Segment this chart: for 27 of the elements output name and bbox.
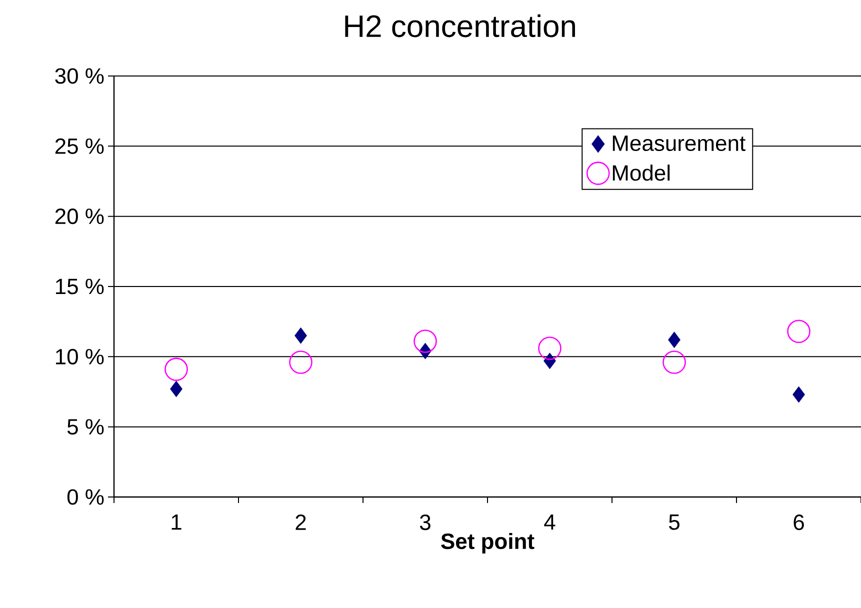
point: [662, 350, 686, 374]
point: [792, 386, 805, 403]
y-tick-label: 10 %: [56, 348, 104, 364]
y-tick-label: 30 %: [55, 68, 104, 84]
point: [668, 332, 680, 348]
x-tick-label: 1: [172, 514, 182, 530]
y-tick-label: 15 %: [56, 278, 104, 294]
y-tick-label: 0 %: [67, 489, 104, 505]
x-tick-label: 3: [420, 514, 430, 530]
x-tick-label: 6: [794, 514, 804, 530]
point: [289, 350, 312, 374]
point: [538, 336, 562, 360]
y-tick-label: 25 %: [55, 138, 104, 154]
point: [787, 320, 810, 344]
legend-label: Model: [612, 164, 670, 181]
x-axis-title: Set point: [441, 532, 534, 554]
y-tick-label: 20 %: [55, 208, 104, 224]
point: [414, 330, 437, 353]
chart-title: H2 concentration: [345, 14, 575, 38]
point: [294, 327, 307, 344]
point: [164, 358, 188, 381]
x-tick-label: 5: [669, 514, 680, 530]
x-tick-label: 4: [544, 514, 556, 530]
y-tick-label: 5 %: [67, 419, 104, 435]
x-tick-label: 2: [296, 514, 306, 530]
point: [170, 380, 182, 398]
legend-label: Measurement: [612, 136, 746, 152]
